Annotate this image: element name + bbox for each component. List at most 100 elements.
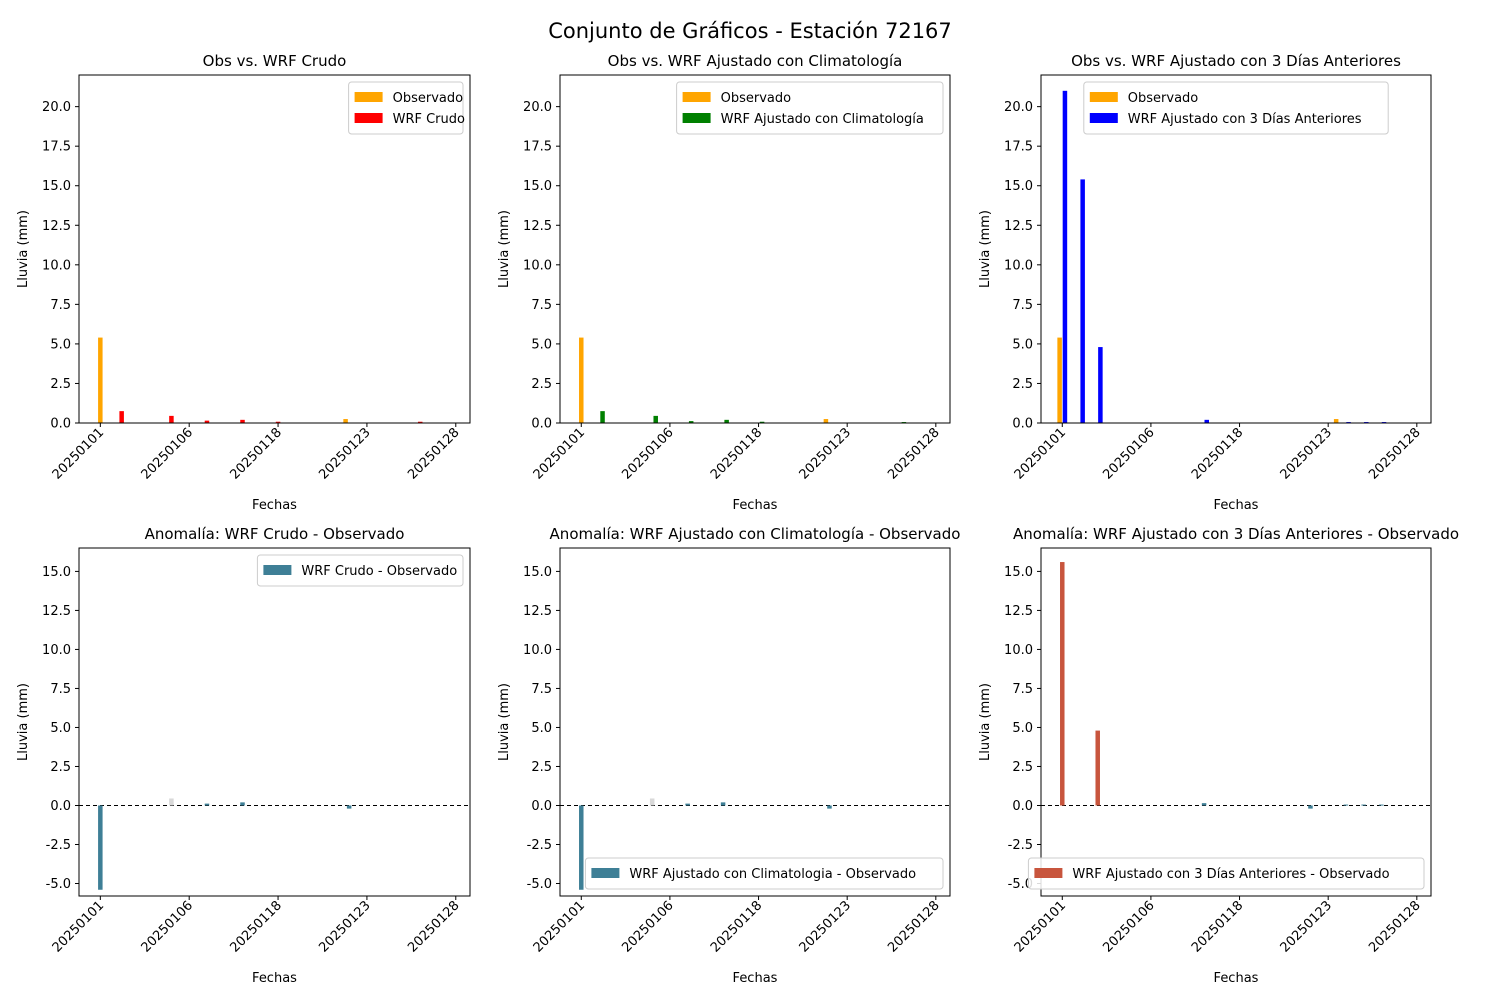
x-tick-label: 20250118 (708, 425, 765, 482)
legend-label: Observado (1128, 91, 1199, 106)
y-tick-label: 0.0 (1012, 799, 1033, 814)
bar-3 (169, 415, 174, 423)
y-tick-label: 0.0 (1012, 417, 1033, 432)
bar-8 (417, 421, 423, 423)
y-tick-label: 0.0 (50, 417, 71, 432)
y-axis-label: Lluvia (mm) (497, 210, 512, 288)
x-tick-label: 20250101 (531, 898, 588, 955)
legend-swatch (354, 92, 383, 102)
y-tick-label: 10.0 (1004, 258, 1033, 273)
x-tick-label: 20250101 (1012, 425, 1069, 482)
y-tick-label: 0.0 (531, 799, 552, 814)
y-tick-label: 7.5 (1012, 682, 1033, 697)
legend-swatch (591, 868, 620, 878)
y-tick-label: 5.0 (50, 721, 71, 736)
bar-7 (1379, 804, 1384, 806)
x-tick-label: 20250123 (797, 898, 854, 955)
legend: Observado WRF Ajustado con 3 Días Anterio… (1083, 81, 1389, 135)
chart-title: Anomalía: WRF Crudo - Observado (145, 525, 405, 543)
legend-label: WRF Ajustado con 3 Días Anteriores - Obs… (1072, 867, 1389, 882)
bar-2 (600, 411, 605, 423)
x-tick-label: 20250128 (405, 425, 462, 482)
y-tick-label: 5.0 (1012, 721, 1033, 736)
bar-3 (653, 415, 658, 423)
y-tick-label: 17.5 (42, 140, 71, 155)
y-tick-label: 15.0 (1004, 565, 1033, 580)
x-tick-label: 20250101 (1012, 898, 1069, 955)
axes-frame (559, 547, 951, 897)
y-axis-label: Lluvia (mm) (497, 683, 512, 761)
y-tick-label: 2.5 (531, 377, 552, 392)
bar-1 (98, 337, 103, 423)
bar-3 (204, 803, 210, 806)
y-tick-label: 2.5 (1012, 377, 1033, 392)
legend-swatch (682, 92, 711, 102)
y-tick-label: 0.0 (50, 799, 71, 814)
bar-7 (343, 419, 348, 423)
legend: Observado WRF Crudo (348, 81, 465, 135)
bar-4 (1098, 347, 1103, 423)
y-tick-label: 20.0 (1004, 100, 1033, 115)
y-tick-label: 2.5 (50, 760, 71, 775)
bar-4 (204, 420, 210, 423)
chart-panel-2: Obs vs. WRF Ajustado con Climatología 0.0… (497, 52, 951, 513)
legend-label: WRF Ajustado con Climatologia - Observad… (629, 867, 916, 882)
bar-1 (1060, 562, 1065, 806)
x-tick-label: 20250128 (885, 425, 942, 482)
y-tick-label: 7.5 (531, 298, 552, 313)
y-tick-label: 5.0 (1012, 337, 1033, 352)
bar-3 (1201, 803, 1207, 806)
legend-swatch (1034, 868, 1063, 878)
x-tick-label: 20250106 (619, 425, 676, 482)
y-tick-label: 17.5 (523, 140, 552, 155)
y-tick-label: -5.0 (527, 877, 552, 892)
x-axis-label: Fechas (252, 498, 297, 513)
y-tick-label: 15.0 (523, 565, 552, 580)
x-axis-label: Fechas (252, 971, 297, 986)
bar-2 (169, 798, 174, 806)
y-tick-label: 2.5 (50, 377, 71, 392)
axes-frame (78, 547, 471, 897)
axes-frame (78, 74, 471, 424)
y-tick-label: 10.0 (42, 258, 71, 273)
x-tick-label: 20250101 (50, 425, 107, 482)
x-tick-label: 20250128 (405, 898, 462, 955)
x-tick-label: 20250118 (227, 898, 284, 955)
x-tick-label: 20250118 (1189, 898, 1246, 955)
y-tick-label: -5.0 (1008, 877, 1033, 892)
bar-3 (1080, 179, 1085, 423)
bar-4 (1308, 805, 1313, 809)
bar-5 (240, 419, 245, 423)
x-tick-label: 20250106 (619, 898, 676, 955)
x-axis-label: Fechas (733, 971, 778, 986)
y-tick-label: -2.5 (527, 838, 552, 853)
legend-box (256, 554, 464, 587)
y-tick-label: 7.5 (531, 682, 552, 697)
x-tick-label: 20250106 (1100, 425, 1157, 482)
bar-5 (827, 805, 832, 809)
bar-3 (685, 803, 690, 806)
y-tick-label: 15.0 (1004, 179, 1033, 194)
chart-title: Anomalía: WRF Ajustado con 3 Días Anteri… (1013, 525, 1459, 543)
x-tick-label: 20250101 (50, 898, 107, 955)
x-tick-label: 20250123 (316, 898, 373, 955)
chart-panel-4: Anomalía: WRF Crudo - Observado -5.0 -2.5 0… (16, 525, 471, 986)
y-axis-label: Lluvia (mm) (978, 210, 993, 288)
y-tick-label: 17.5 (1004, 140, 1033, 155)
figure-title: Conjunto de Gráficos - Estación 72167 (548, 19, 952, 43)
bar-1 (579, 805, 584, 890)
chart-title: Obs vs. WRF Ajustado con 3 Días Anterior… (1071, 52, 1401, 70)
legend: WRF Crudo - Observado (256, 554, 464, 587)
y-tick-label: 12.5 (523, 219, 552, 234)
x-tick-label: 20250123 (316, 425, 373, 482)
bar-4 (720, 802, 726, 806)
legend-box (676, 81, 944, 135)
y-tick-label: 7.5 (50, 298, 71, 313)
legend-swatch (263, 565, 292, 575)
bar-7 (823, 419, 829, 423)
legend-swatch (354, 113, 383, 123)
bar-2 (649, 798, 655, 806)
y-tick-label: 15.0 (42, 565, 71, 580)
y-tick-label: 2.5 (1012, 760, 1033, 775)
bar-1 (1057, 337, 1062, 423)
